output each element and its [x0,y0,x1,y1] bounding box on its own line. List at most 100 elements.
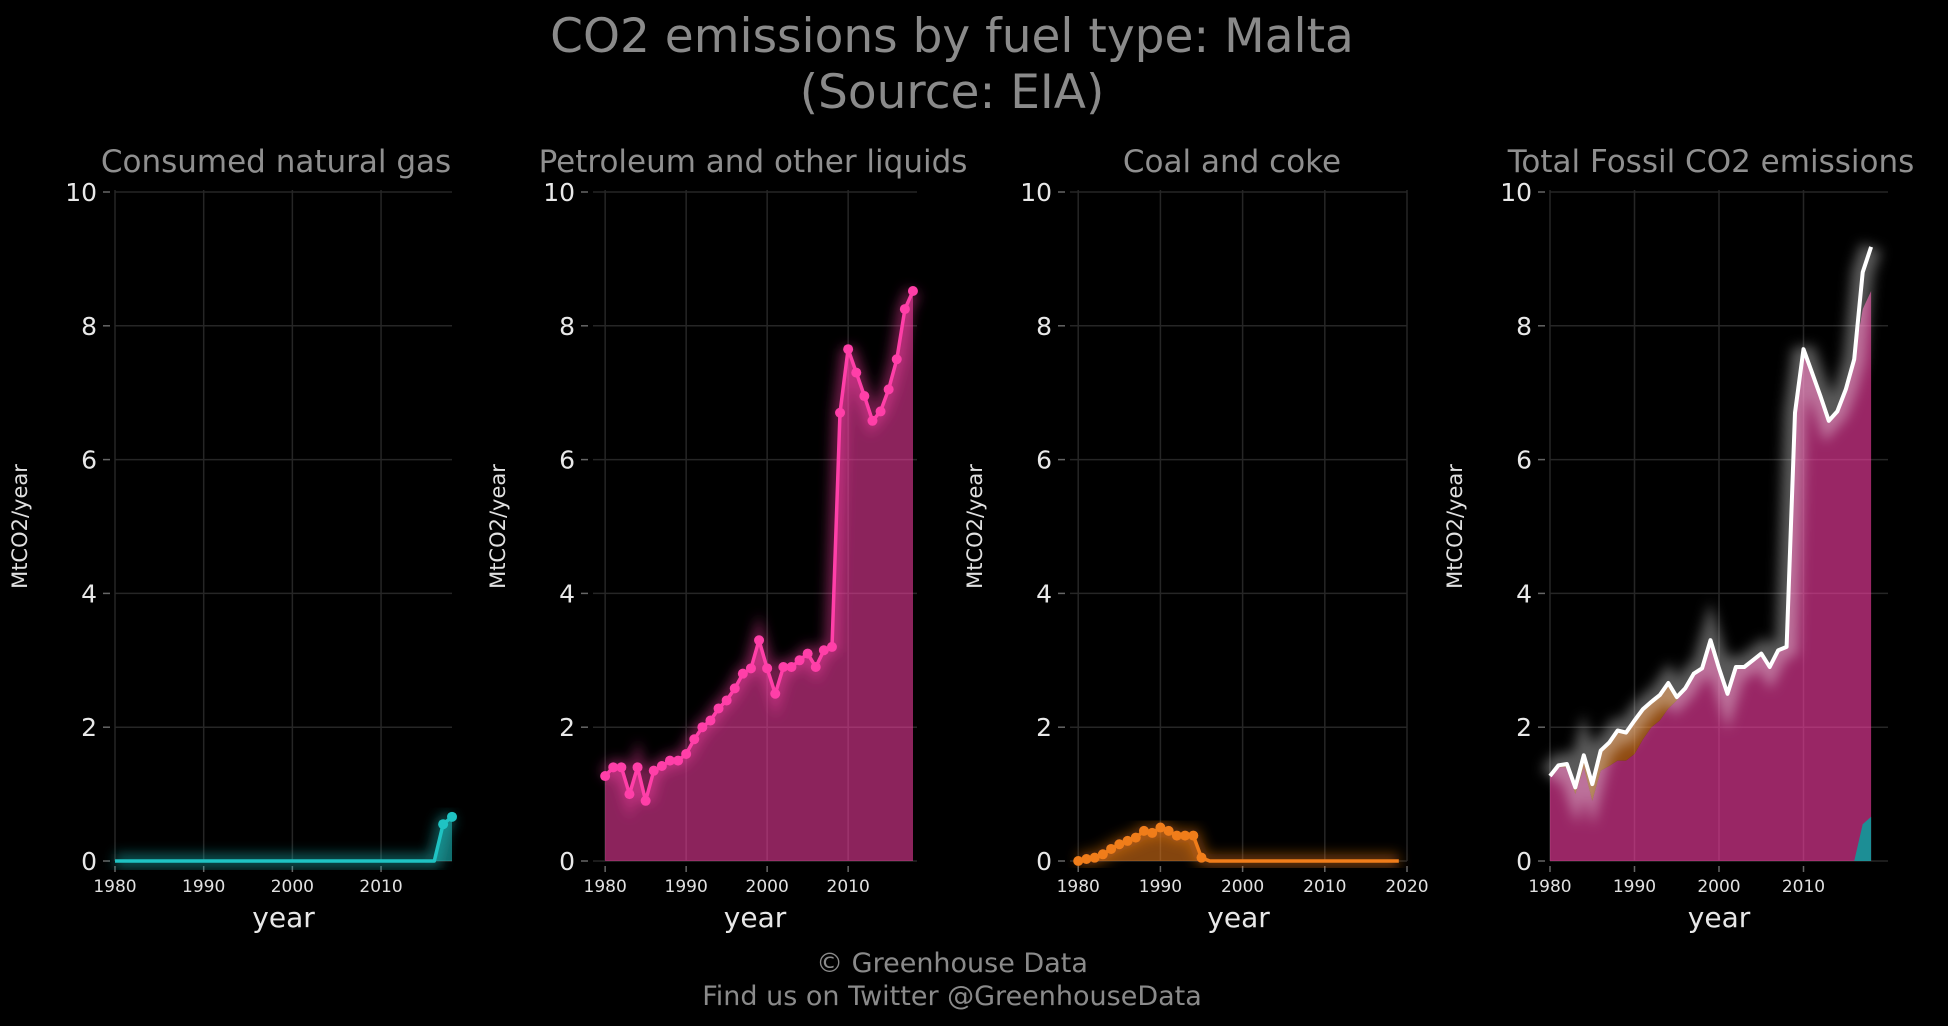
data-point [1171,830,1182,841]
data-point [745,663,756,674]
data-point [899,304,910,315]
y-tick-label: 10 [1500,178,1532,207]
panel-2: Petroleum and other liquids 0 2 4 6 8 10 1980 19… [486,144,967,934]
y-tick-label: 0 [81,847,97,876]
chart-subtitle: (Source: EIA) [800,65,1105,120]
data-point [705,715,716,726]
data-point [616,762,627,773]
x-tick-label: 1980 [1057,877,1100,897]
data-point [1081,853,1092,864]
x-tick-label: 2010 [827,877,870,897]
y-tick-label: 2 [1516,713,1532,742]
y-tick-label: 6 [559,446,575,475]
y-axis-label: MtCO2/year [963,464,987,589]
y-tick-label: 4 [559,579,575,608]
stack-area-petroleum [1550,291,1872,861]
data-point [826,641,837,652]
data-point [1073,856,1084,866]
data-point [762,663,773,674]
data-point [883,384,894,395]
y-tick-label: 2 [1036,713,1052,742]
data-point [1196,852,1207,863]
y-tick-label: 10 [543,178,575,207]
y-tick-label: 8 [1516,312,1532,341]
y-tick-label: 8 [81,312,97,341]
data-point [640,795,651,806]
y-tick-label: 0 [1516,847,1532,876]
x-tick-label: 1980 [93,877,136,897]
data-point [729,683,740,694]
data-point [1089,852,1100,863]
data-point [810,661,821,672]
data-point [1114,839,1125,850]
data-point [1180,830,1191,841]
stack-area-gas [1854,816,1872,861]
y-tick-label: 4 [1516,579,1532,608]
data-point [786,661,797,672]
data-point [835,407,846,418]
y-axis-label: MtCO2/year [8,464,32,589]
x-tick-label: 1990 [1139,877,1182,897]
data-point [907,286,918,297]
y-tick-label: 6 [1036,446,1052,475]
y-tick-label: 8 [559,312,575,341]
panel-title: Petroleum and other liquids [539,144,968,180]
y-tick-label: 10 [1020,178,1052,207]
data-point [778,661,789,672]
data-point [1155,822,1166,833]
total-line [1548,246,1873,790]
data-point [1130,832,1141,843]
x-axis-label: year [252,901,315,934]
x-tick-label: 2000 [271,877,314,897]
x-tick-label: 1990 [665,877,708,897]
x-tick-label: 2000 [1221,877,1264,897]
data-point [867,415,878,426]
panel-title: Total Fossil CO2 emissions [1507,144,1915,180]
y-axis-label: MtCO2/year [486,464,510,589]
data-point [843,344,854,355]
panel-3: Coal and coke 0 2 4 6 8 10 1980 1990 2000 2010 2020… [963,144,1429,934]
data-point [770,688,781,699]
chart-title: CO2 emissions by fuel type: Malta [550,9,1354,64]
data-point [438,819,449,830]
series-area [605,291,913,861]
data-point [713,703,724,714]
x-tick-label: 1980 [1528,877,1571,897]
data-point [875,406,886,417]
x-tick-label: 2000 [1697,877,1740,897]
panel-4: Total Fossil CO2 emissions 0 2 4 6 8 10 1980 199… [1443,144,1914,934]
data-point [1163,825,1174,836]
x-tick-label: 1980 [584,877,627,897]
x-axis-label: year [1688,901,1751,934]
data-point [1188,830,1199,841]
y-tick-label: 2 [559,713,575,742]
data-point [600,771,611,782]
data-point [1122,835,1133,846]
data-point [664,755,675,766]
panel-title: Consumed natural gas [101,144,451,180]
y-tick-label: 2 [81,713,97,742]
data-point [794,655,805,666]
data-point [608,762,619,773]
y-tick-label: 4 [81,579,97,608]
data-point [689,734,700,745]
data-point [648,765,659,776]
data-point [891,354,902,365]
data-point [721,695,732,706]
x-tick-label: 2010 [1782,877,1825,897]
y-tick-label: 0 [1036,847,1052,876]
data-point [1106,843,1117,854]
x-tick-label: 1990 [1613,877,1656,897]
data-point [624,789,635,800]
caption-twitter: Find us on Twitter @GreenhouseData [702,981,1202,1012]
x-tick-label: 2020 [1385,877,1428,897]
y-tick-label: 6 [1516,446,1532,475]
data-point [632,762,643,773]
data-point [673,755,684,766]
panel-1: Consumed natural gas 0 2 4 6 8 10 1980 1990 2000 2… [8,144,457,934]
data-point [1138,825,1149,836]
y-tick-label: 0 [559,847,575,876]
y-tick-label: 6 [81,446,97,475]
data-point [851,367,862,378]
